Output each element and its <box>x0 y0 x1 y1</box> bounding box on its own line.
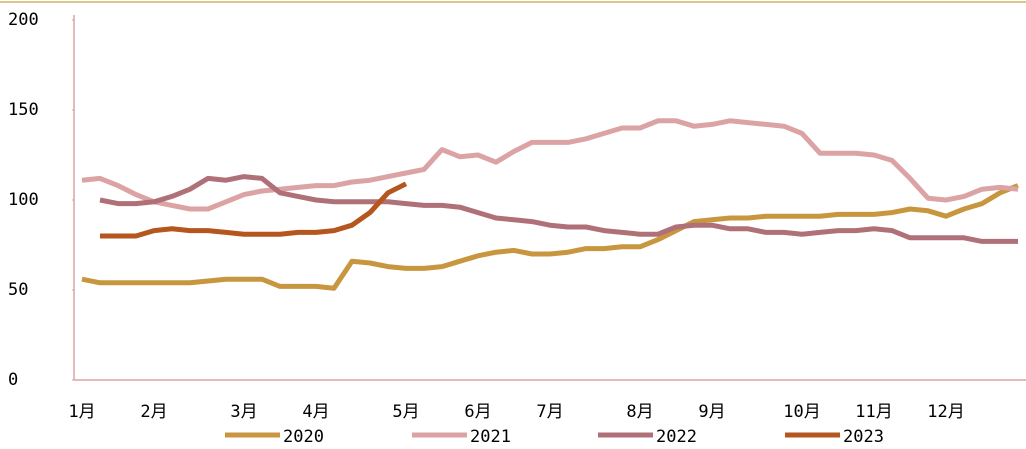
x-tick-label: 5月 <box>392 402 419 422</box>
series-line <box>81 183 1019 291</box>
x-tick-label: 4月 <box>302 402 329 422</box>
x-tick-label: 7月 <box>536 402 563 422</box>
y-tick-label: 0 <box>8 370 18 390</box>
y-tick-label: 150 <box>8 100 39 120</box>
x-tick-label: 8月 <box>626 402 653 422</box>
x-tick-label: 10月 <box>783 402 820 422</box>
x-tick-label: 9月 <box>698 402 725 422</box>
legend-label: 2022 <box>656 427 697 447</box>
y-tick-label: 50 <box>8 280 28 300</box>
x-tick-label: 3月 <box>230 402 257 422</box>
legend-label: 2023 <box>843 427 884 447</box>
x-tick-label: 6月 <box>464 402 491 422</box>
x-tick-label: 11月 <box>855 402 892 422</box>
x-tick-label: 12月 <box>927 402 964 422</box>
x-tick-label: 1月 <box>68 402 95 422</box>
legend-label: 2020 <box>283 427 324 447</box>
x-tick-label: 2月 <box>140 402 167 422</box>
series-line <box>100 181 408 239</box>
y-tick-label: 200 <box>8 10 39 30</box>
y-tick-label: 100 <box>8 190 39 210</box>
legend-label: 2021 <box>470 427 511 447</box>
series-line <box>81 118 1019 212</box>
series-line <box>99 174 1018 244</box>
